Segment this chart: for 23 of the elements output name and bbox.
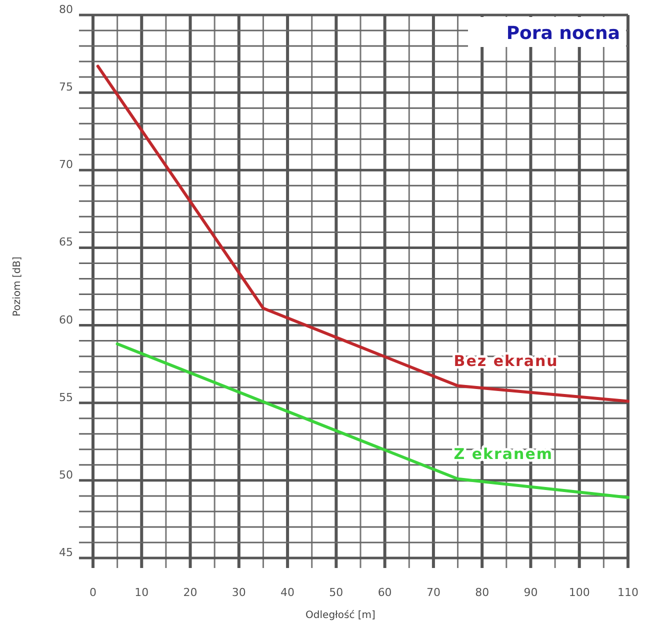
y-tick-label: 45 xyxy=(59,546,73,559)
x-tick-label: 50 xyxy=(329,586,344,599)
text: Pora nocna xyxy=(506,23,620,44)
x-tick-label: 70 xyxy=(426,586,440,599)
x-tick-label: 40 xyxy=(280,586,295,599)
x-tick-label: 10 xyxy=(134,586,149,599)
x-tick-label: 80 xyxy=(475,586,490,599)
x-axis-title: Odległość [m] xyxy=(306,609,376,621)
x-tick-label: 60 xyxy=(378,586,392,599)
x-tick-label: 100 xyxy=(568,586,590,599)
x-tick-label: 20 xyxy=(183,586,198,599)
y-tick-label: 65 xyxy=(59,236,73,249)
y-tick-label: 80 xyxy=(59,3,73,16)
y-tick-label: 60 xyxy=(59,313,73,326)
x-tick-label: 0 xyxy=(90,586,96,599)
y-tick-label: 55 xyxy=(59,390,73,404)
y-tick-label: 50 xyxy=(59,468,73,482)
y-tick-label: 75 xyxy=(59,80,73,94)
x-tick-label: 30 xyxy=(232,586,246,599)
y-tick-label: 70 xyxy=(59,158,73,172)
x-tick-label: 90 xyxy=(524,586,538,599)
y-axis-title: Poziom [dB] xyxy=(12,256,23,316)
x-tick-label: 110 xyxy=(618,586,638,599)
